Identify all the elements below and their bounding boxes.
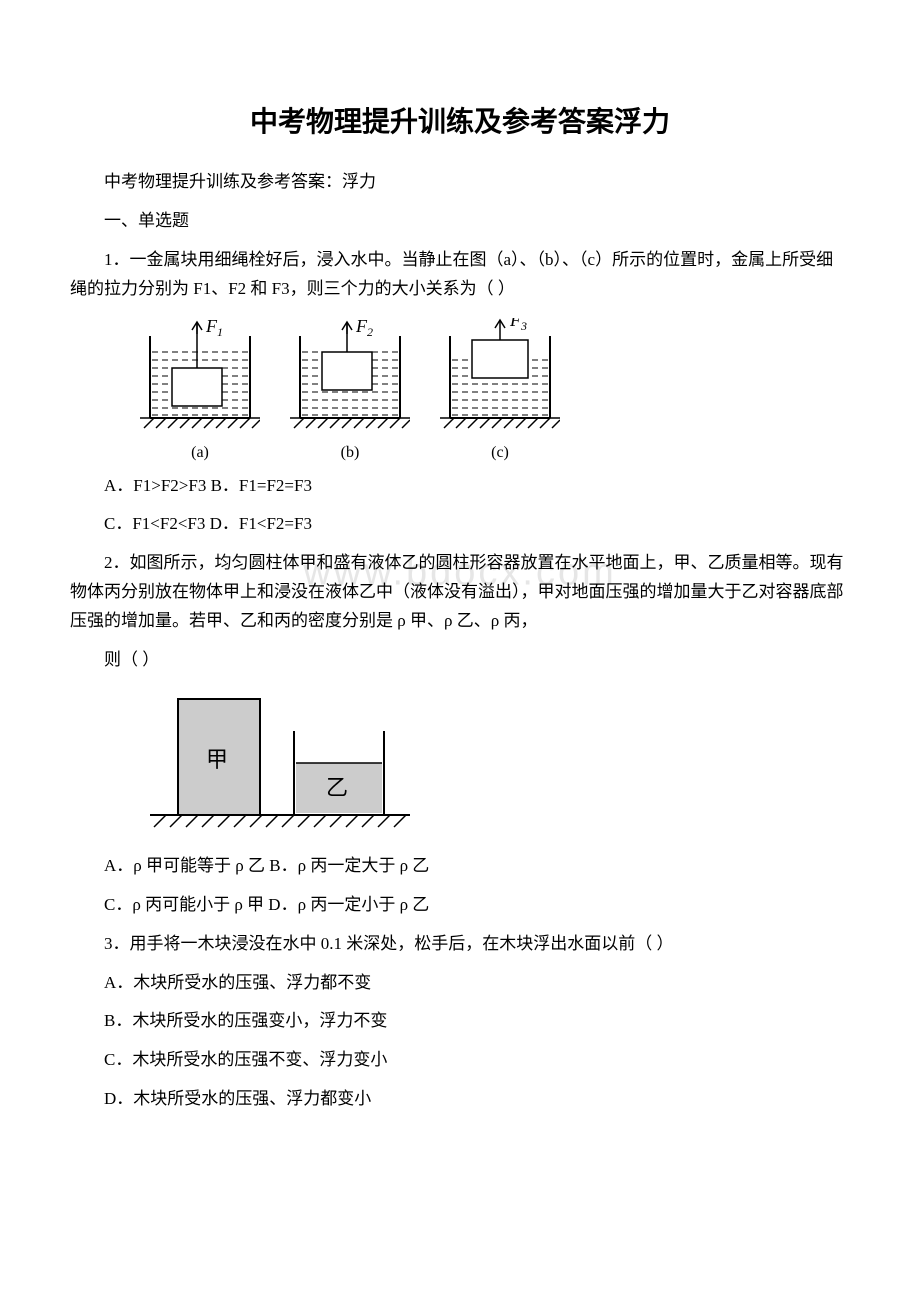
fig-label-c: (c) bbox=[491, 444, 509, 462]
beaker-a-svg: F1 bbox=[140, 318, 260, 438]
page-title: 中考物理提升训练及参考答案浮力 bbox=[70, 100, 850, 140]
fig-label-a: (a) bbox=[191, 444, 209, 462]
q3-option-c: C．木块所受水的压强不变、浮力变小 bbox=[70, 1046, 850, 1075]
q2-svg: 甲 乙 bbox=[140, 687, 420, 837]
q1-figure-row: F1 (a) bbox=[140, 318, 850, 462]
q1-options-ab: A．F1>F2>F3 B．F1=F2=F3 bbox=[70, 472, 850, 501]
q2-options-cd: C．ρ 丙可能小于 ρ 甲 D．ρ 丙一定小于 ρ 乙 bbox=[70, 891, 850, 920]
q1-options-cd: C．F1<F2<F3 D．F1<F2=F3 bbox=[70, 510, 850, 539]
beaker-b-svg: F2 bbox=[290, 318, 410, 438]
q3-option-b: B．木块所受水的压强变小，浮力不变 bbox=[70, 1007, 850, 1036]
label-yi: 乙 bbox=[326, 775, 348, 800]
q2-figure: 甲 乙 bbox=[140, 687, 850, 842]
q2-stem: 2．如图所示，均匀圆柱体甲和盛有液体乙的圆柱形容器放置在水平地面上，甲、乙质量相… bbox=[70, 549, 850, 636]
q2-stem2: 则（ ） bbox=[70, 646, 850, 675]
force-label-f1: F1 bbox=[205, 318, 223, 339]
q1-fig-b: F2 (b) bbox=[290, 318, 410, 462]
q3-option-d: D．木块所受水的压强、浮力都变小 bbox=[70, 1085, 850, 1114]
q1-fig-a: F1 (a) bbox=[140, 318, 260, 462]
force-label-f3: F3 bbox=[509, 318, 527, 333]
q3-stem: 3．用手将一木块浸没在水中 0.1 米深处，松手后，在木块浮出水面以前（ ） bbox=[70, 930, 850, 959]
label-jia: 甲 bbox=[206, 747, 228, 772]
q1-stem: 1．一金属块用细绳栓好后，浸入水中。当静止在图（a）、（b）、（c）所示的位置时… bbox=[70, 246, 850, 304]
subtitle: 中考物理提升训练及参考答案：浮力 bbox=[70, 168, 850, 197]
beaker-c-svg: F3 bbox=[440, 318, 560, 438]
q1-fig-c: F3 (c) bbox=[440, 318, 560, 462]
q2-options-ab: A．ρ 甲可能等于 ρ 乙 B．ρ 丙一定大于 ρ 乙 bbox=[70, 852, 850, 881]
section-1-header: 一、单选题 bbox=[70, 207, 850, 236]
fig-label-b: (b) bbox=[341, 444, 360, 462]
q3-option-a: A．木块所受水的压强、浮力都不变 bbox=[70, 969, 850, 998]
force-label-f2: F2 bbox=[355, 318, 373, 339]
